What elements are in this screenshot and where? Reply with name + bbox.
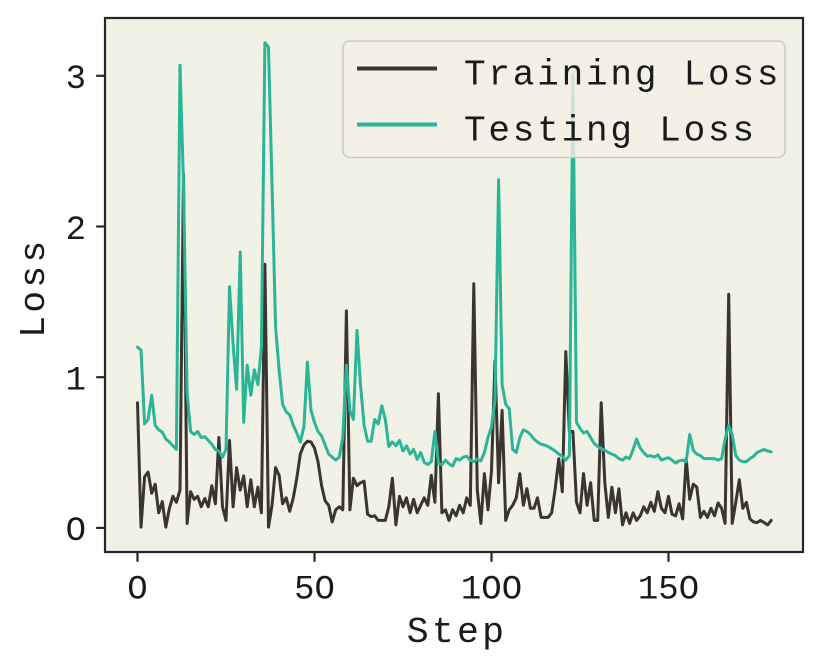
svg-text:O: O [127,571,147,609]
svg-text:1: 1 [66,363,86,401]
svg-text:Loss: Loss [14,237,55,337]
svg-text:1OO: 1OO [461,571,522,609]
svg-text:5O: 5O [294,571,335,609]
svg-text:15O: 15O [638,571,699,609]
svg-text:Step: Step [407,612,507,653]
svg-text:Testing Loss: Testing Loss [464,111,757,152]
svg-text:3: 3 [66,61,86,99]
svg-text:O: O [66,513,86,551]
svg-text:Training Loss: Training Loss [464,55,781,96]
svg-text:2: 2 [66,212,86,250]
